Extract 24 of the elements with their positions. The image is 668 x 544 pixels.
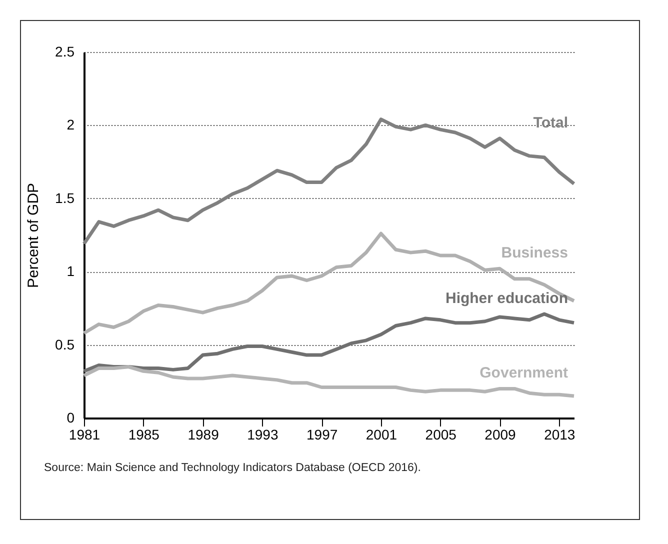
y-tick-label: 2	[66, 116, 75, 133]
series-label: Higher education	[445, 290, 568, 308]
series-label: Total	[533, 114, 568, 132]
x-tick-label: 1997	[306, 426, 338, 442]
series-label: Government	[480, 364, 568, 382]
x-tick-label: 2005	[425, 426, 457, 442]
y-tick-label: 1	[66, 263, 75, 280]
line-series	[82, 232, 576, 335]
series-label: Business	[501, 244, 568, 262]
x-tick-label: 1989	[188, 426, 220, 442]
y-tick-label: 0.5	[55, 336, 75, 352]
y-tick-label: 1.5	[55, 190, 75, 206]
y-tick-label: 0	[66, 410, 75, 426]
x-tick-label: 1993	[247, 426, 278, 442]
y-axis-title: Percent of GDP	[25, 182, 42, 288]
y-tick-label: 2.5	[55, 44, 75, 60]
x-tick-label: 2013	[544, 426, 576, 442]
x-tick-label: 1985	[128, 426, 160, 442]
x-tick-label: 2001	[366, 426, 398, 442]
line-series	[82, 118, 576, 246]
x-tick-label: 2009	[484, 426, 516, 442]
line-series	[82, 365, 576, 398]
source-note: Source: Main Science and Technology Indicators Database (OECD 2016).	[44, 462, 421, 474]
x-tick-label: 1981	[68, 426, 100, 442]
